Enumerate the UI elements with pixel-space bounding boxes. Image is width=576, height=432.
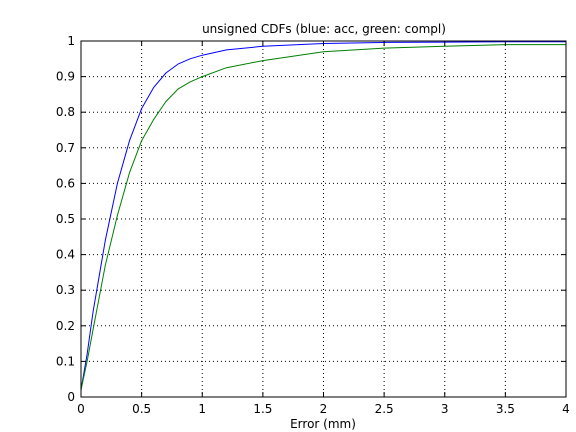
y-tick-label: 0.8 [56,105,75,119]
y-tick-label: 1 [67,34,75,48]
x-tick-label: 4 [562,402,570,416]
x-tick-label: 2.5 [375,402,394,416]
y-axis-ticks: 0 0.1 0.2 0.3 0.4 0.5 0.6 0.7 0.8 0.9 1 [56,34,566,404]
x-tick-label: 0.5 [132,402,151,416]
y-tick-label: 0.6 [56,176,75,190]
series-group [80,41,566,391]
grid-lines [81,41,566,397]
x-tick-label: 3 [441,402,449,416]
y-tick-label: 0.9 [56,70,75,84]
x-axis-ticks: 0 0.5 1 1.5 2 2.5 3 3.5 4 [77,41,570,416]
x-tick-label: 2 [320,402,328,416]
y-tick-label: 0.5 [56,212,75,226]
chart-title: unsigned CDFs (blue: acc, green: compl) [202,22,446,36]
x-tick-label: 1.5 [253,402,272,416]
series-line-2 [80,44,566,391]
y-tick-label: 0.4 [56,248,75,262]
series-line-1 [80,41,566,390]
x-tick-label: 0 [77,402,85,416]
x-axis-label: Error (mm) [290,417,356,431]
x-tick-label: 1 [198,402,206,416]
x-tick-label: 3.5 [496,402,515,416]
y-tick-label: 0.1 [56,354,75,368]
y-tick-label: 0.7 [56,141,75,155]
y-tick-label: 0.3 [56,283,75,297]
y-tick-label: 0.2 [56,319,75,333]
y-tick-label: 0 [67,390,75,404]
